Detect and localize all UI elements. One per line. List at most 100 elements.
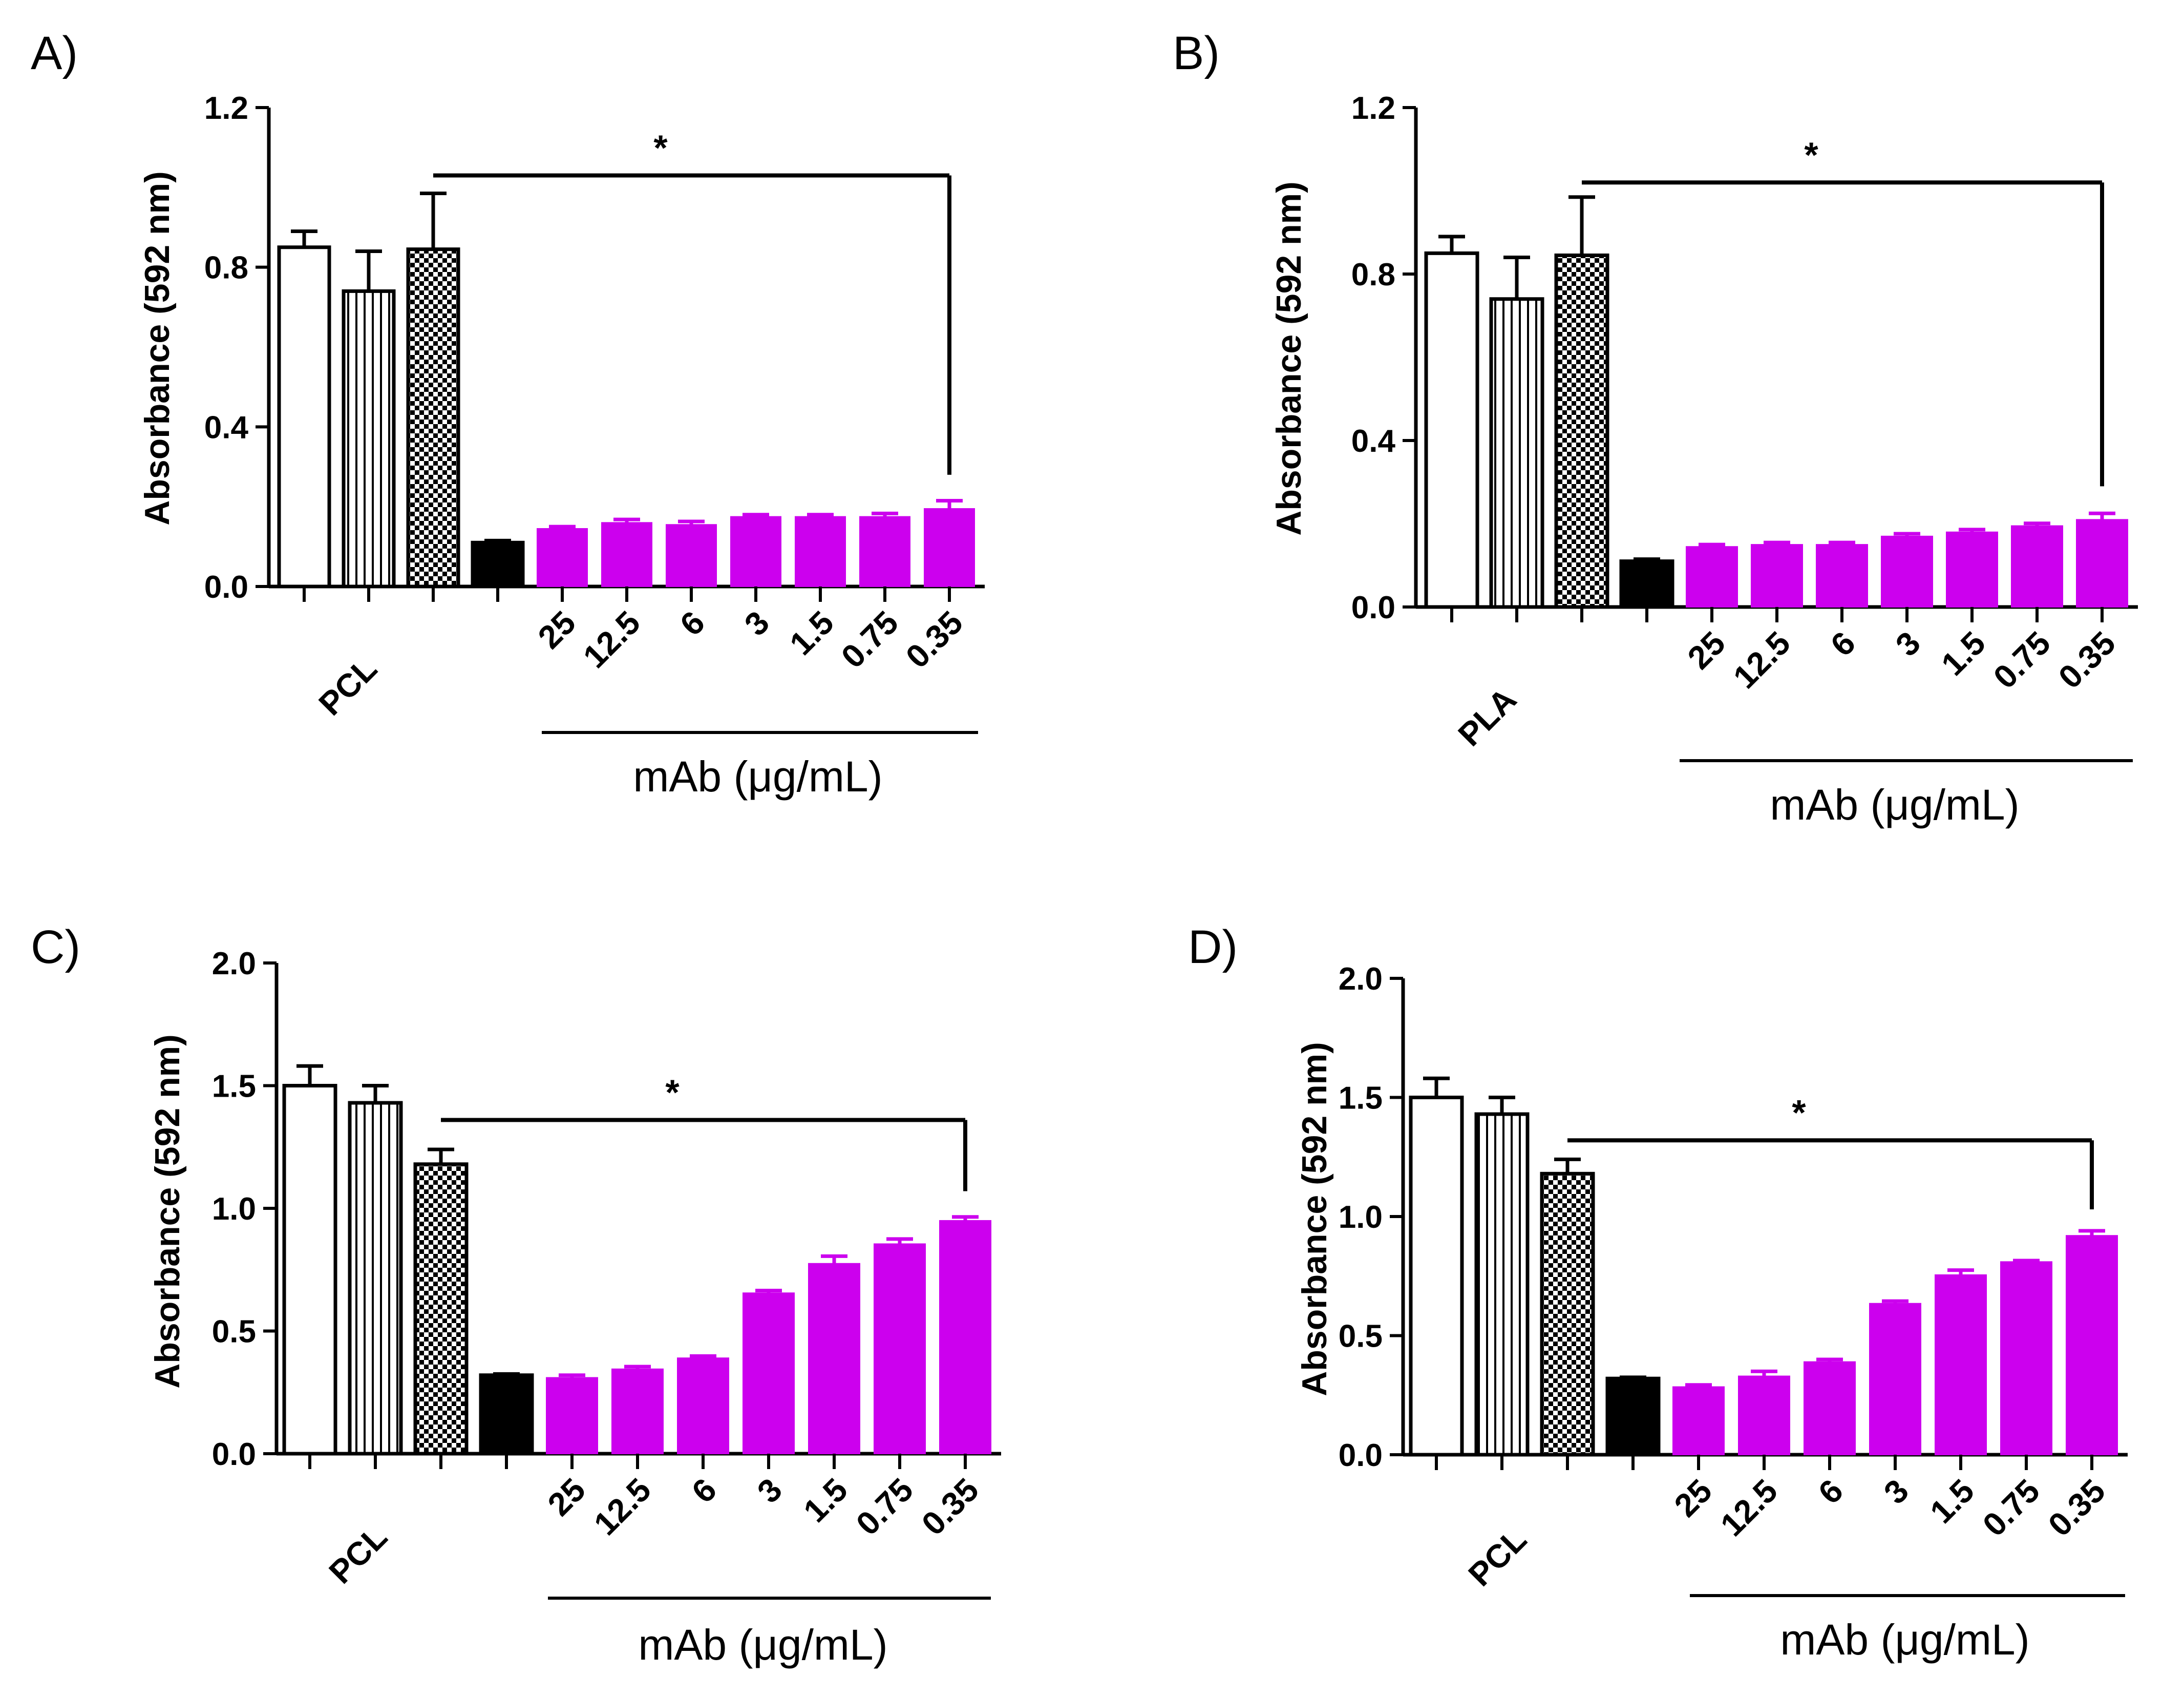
group-label: mAb (μg/mL) xyxy=(633,752,882,801)
x-tick-label: 3 xyxy=(1889,624,1927,663)
panel-letter: A) xyxy=(31,27,78,79)
material-label: PCL xyxy=(322,1518,394,1590)
bar xyxy=(348,1101,403,1456)
y-tick-label: 0.5 xyxy=(212,1314,256,1350)
significance-marker: * xyxy=(1792,1093,1806,1133)
x-tick-label: 6 xyxy=(1811,1472,1850,1511)
bar xyxy=(1751,544,1803,607)
x-tick-label: 0.75 xyxy=(834,604,905,675)
y-tick-label: 0.4 xyxy=(204,410,249,445)
bar xyxy=(1540,1171,1595,1457)
x-tick-label: 3 xyxy=(750,1471,789,1510)
x-tick-label: 6 xyxy=(673,604,712,643)
y-tick-label: 0.4 xyxy=(1351,424,1396,459)
bar xyxy=(1672,1386,1725,1456)
x-tick-label: 25 xyxy=(1667,1472,1719,1524)
bar xyxy=(2066,1235,2118,1455)
bar xyxy=(282,1084,337,1456)
bar xyxy=(601,522,652,587)
bar xyxy=(1619,559,1674,609)
x-tick-label: 0.35 xyxy=(2041,1472,2112,1543)
y-tick-label: 2.0 xyxy=(212,946,256,981)
bar xyxy=(1605,1376,1661,1457)
bar xyxy=(1881,535,1933,607)
y-axis-label: Absorbance (592 nm) xyxy=(138,171,177,526)
y-tick-label: 0.8 xyxy=(204,250,248,286)
bar xyxy=(1554,253,1609,609)
bar xyxy=(677,1357,729,1454)
bar xyxy=(611,1368,664,1455)
y-axis-label: Absorbance (592 nm) xyxy=(148,1034,187,1389)
y-tick-label: 0.0 xyxy=(204,570,248,605)
bar xyxy=(413,1162,469,1456)
bar xyxy=(808,1263,860,1454)
x-tick-label: 0.75 xyxy=(1976,1472,2047,1543)
bar xyxy=(1738,1375,1790,1456)
x-tick-label: 1.5 xyxy=(782,604,841,662)
bar xyxy=(471,540,525,589)
panel-letter: D) xyxy=(1188,921,1238,973)
y-axis-label: Absorbance (592 nm) xyxy=(1295,1042,1334,1396)
bar xyxy=(743,1292,795,1454)
x-tick-label: 3 xyxy=(737,604,776,643)
x-tick-label: 6 xyxy=(685,1471,724,1510)
x-tick-label: 0.75 xyxy=(849,1471,920,1542)
y-tick-label: 0.0 xyxy=(1339,1438,1383,1473)
bar xyxy=(1935,1274,1987,1456)
significance-marker: * xyxy=(665,1073,680,1113)
group-label: mAb (μg/mL) xyxy=(638,1621,887,1669)
bar xyxy=(479,1373,534,1456)
bar xyxy=(406,247,460,589)
y-tick-label: 0.5 xyxy=(1339,1319,1383,1354)
bar xyxy=(342,289,396,589)
bar xyxy=(666,524,717,587)
x-tick-label: 25 xyxy=(541,1471,592,1523)
group-label: mAb (μg/mL) xyxy=(1770,781,2019,829)
bar xyxy=(924,508,975,587)
y-tick-label: 2.0 xyxy=(1339,961,1383,997)
significance-marker: * xyxy=(1804,135,1818,175)
x-tick-label: 3 xyxy=(1877,1472,1916,1511)
bar xyxy=(939,1220,991,1454)
x-tick-label: 25 xyxy=(531,604,583,656)
bar xyxy=(2000,1261,2052,1456)
x-tick-label: 12.5 xyxy=(1713,1472,1785,1543)
y-tick-label: 1.5 xyxy=(1339,1081,1383,1116)
x-tick-label: 12.5 xyxy=(587,1471,658,1542)
panel-letter: C) xyxy=(31,921,80,973)
material-label: PCL xyxy=(311,650,384,722)
x-tick-label: 1.5 xyxy=(1923,1472,1981,1531)
panel-d: D) 0.0 0.5 1.0 1.5 2.0 Absorbance (592 nm) 2512… xyxy=(1188,921,2128,1664)
x-tick-label: 1.5 xyxy=(1934,624,1992,683)
panel-letter: B) xyxy=(1173,27,1220,79)
bar xyxy=(2076,519,2128,607)
significance-marker: * xyxy=(653,128,668,167)
bar xyxy=(277,245,331,589)
x-tick-label: 0.35 xyxy=(915,1471,986,1542)
bar xyxy=(795,516,846,587)
y-tick-label: 1.0 xyxy=(1339,1200,1383,1235)
bar xyxy=(1869,1303,1921,1456)
material-label: PCL xyxy=(1461,1521,1533,1593)
x-tick-label: 1.5 xyxy=(796,1471,855,1530)
bar xyxy=(1424,251,1479,609)
y-tick-label: 0.8 xyxy=(1351,257,1395,292)
x-tick-label: 0.35 xyxy=(2051,624,2123,696)
bar xyxy=(546,1377,598,1455)
y-tick-label: 1.0 xyxy=(212,1191,256,1227)
x-tick-label: 0.35 xyxy=(899,604,970,675)
x-tick-label: 6 xyxy=(1823,624,1862,663)
y-tick-label: 0.0 xyxy=(212,1437,256,1472)
material-label: PLA xyxy=(1451,681,1523,753)
bar xyxy=(1686,546,1738,607)
y-tick-label: 1.2 xyxy=(204,91,248,126)
y-axis-label: Absorbance (592 nm) xyxy=(1269,181,1308,536)
bar xyxy=(874,1243,926,1455)
bar xyxy=(1816,544,1868,607)
bar xyxy=(1489,297,1544,609)
y-tick-label: 1.5 xyxy=(212,1069,256,1104)
